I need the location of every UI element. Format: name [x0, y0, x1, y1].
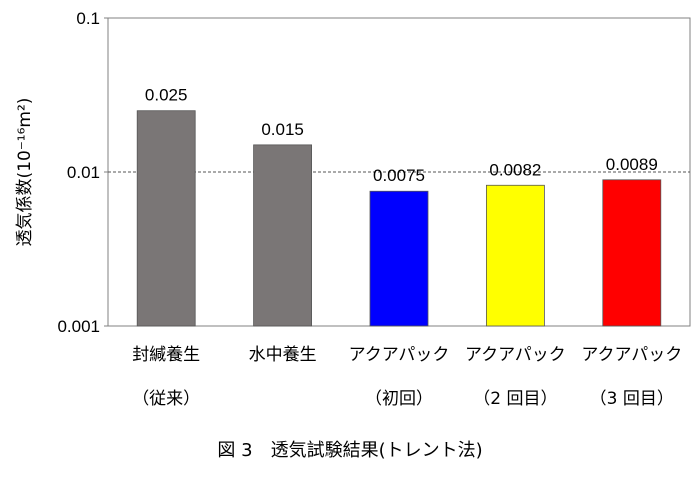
x-category-label: 封緘養生 — [132, 345, 200, 365]
x-category-label: アクアパック — [349, 345, 450, 365]
chart-axes: 0.001 0.01 0.1 透気係数(10⁻¹⁶m²) — [15, 9, 691, 336]
y-axis-label: 透気係数(10⁻¹⁶m²) — [15, 98, 35, 247]
x-category-sublabel: （従来） — [132, 389, 200, 409]
chart-labels: 0.025 封緘養生 （従来） 0.015 水中養生 0.0075 アクアパック （初回） 0.… — [132, 86, 682, 409]
x-category-sublabel: （3 回目） — [590, 389, 674, 409]
y-tick-label: 0.1 — [76, 9, 100, 28]
x-category-label: アクアパック — [581, 345, 682, 365]
data-label: 0.0075 — [373, 166, 425, 185]
bar-4 — [485, 184, 545, 327]
figure-caption: 図 3 透気試験結果(トレント法) — [217, 440, 483, 461]
x-category-sublabel: （2 回目） — [473, 389, 557, 409]
x-category-label: アクアパック — [465, 345, 566, 365]
y-tick-label: 0.01 — [67, 163, 100, 182]
bar-2 — [253, 144, 313, 327]
data-label: 0.0089 — [606, 155, 658, 174]
y-tick-label: 0.001 — [57, 317, 100, 336]
data-label: 0.0082 — [489, 160, 541, 179]
bar-5 — [602, 179, 662, 327]
chart-bars — [136, 110, 662, 327]
x-category-label: 水中養生 — [249, 345, 317, 365]
x-category-sublabel: （初回） — [365, 389, 433, 409]
data-label: 0.015 — [261, 120, 304, 139]
bar-1 — [136, 110, 196, 327]
bar-3 — [369, 190, 429, 327]
data-label: 0.025 — [145, 86, 188, 105]
